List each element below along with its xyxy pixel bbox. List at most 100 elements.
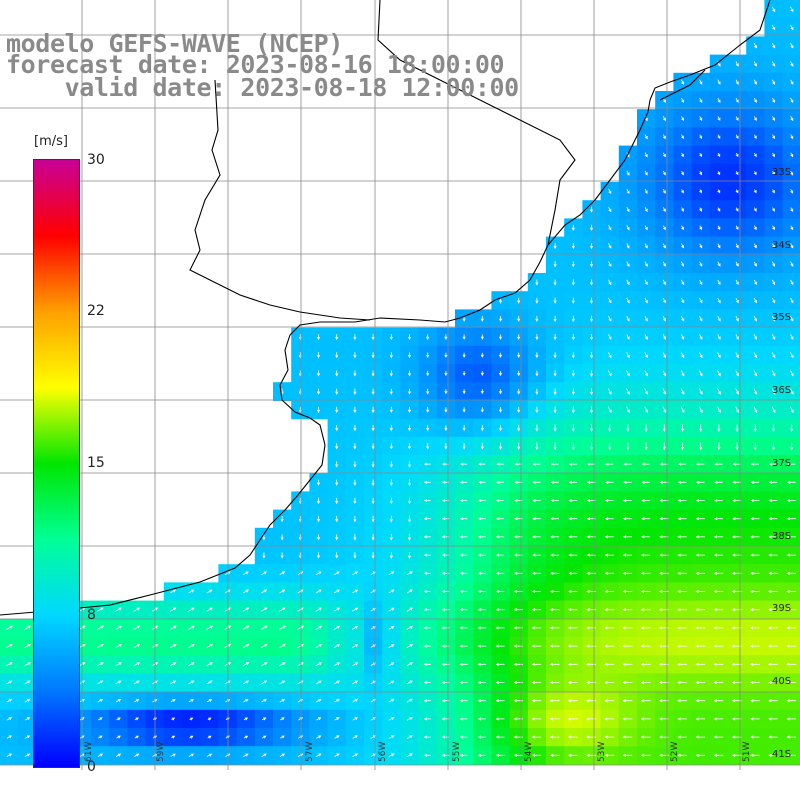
wind-speed-cell [127,673,147,693]
wind-arrow [717,97,721,103]
wind-arrow [640,626,651,630]
wind-arrow [680,424,685,432]
lon-label-61w: 61W [84,741,94,762]
wind-arrow [535,315,539,322]
wind-arrow [571,442,575,451]
wind-arrow [753,79,757,85]
wind-arrow [677,589,687,594]
wind-arrow [535,352,539,359]
wind-arrow [459,498,468,503]
wind-arrow [477,699,487,703]
wind-arrow [713,753,724,757]
wind-arrow [717,297,721,304]
wind-speed-cell [0,655,19,674]
wind-arrow [713,699,724,703]
wind-arrow [517,424,521,432]
wind-arrow [353,334,357,341]
wind-arrow [261,698,267,703]
wind-arrow [535,406,539,414]
wind-arrow [517,388,521,395]
wind-arrow [768,608,778,612]
wind-arrow [206,643,214,649]
wind-arrow [388,607,395,612]
wind-arrow [459,517,468,521]
wind-arrow [713,717,724,721]
wind-speed-cell [200,691,219,711]
wind-arrow [478,462,486,466]
wind-arrow [459,589,468,594]
wind-speed-cell [400,728,420,747]
wind-speed-cell [163,709,183,729]
wind-speed-cell [0,746,19,765]
wind-arrow [316,753,322,757]
wind-arrow [297,625,305,630]
wind-arrow [171,735,176,739]
wind-arrow [786,553,796,557]
wind-speed-cell [109,728,128,747]
wind-speed-cell [254,582,274,602]
wind-arrow [589,279,594,286]
wind-arrow [462,334,466,340]
wind-speed-cell [236,564,256,583]
wind-speed-cell [236,673,256,693]
wind-arrow [316,352,321,359]
wind-arrow [224,643,232,649]
wind-arrow [640,735,651,739]
wind-arrow [406,607,413,612]
wind-arrow [495,535,505,539]
wind-arrow [568,498,578,503]
wind-arrow [768,626,779,630]
wind-speed-cell [400,691,420,711]
wind-arrow [207,735,212,739]
wind-arrow [388,680,395,685]
wind-arrow [662,442,666,451]
lon-label-55w: 55W [452,741,462,762]
wind-arrow [786,644,797,648]
wind-arrow [389,534,393,541]
wind-arrow [699,134,703,140]
wind-arrow [24,644,32,649]
wind-arrow [626,352,630,359]
wind-arrow [586,626,596,630]
wind-speed-cell [182,600,201,620]
wind-arrow [535,370,539,377]
wind-arrow [589,370,594,377]
wind-arrow [607,406,612,414]
wind-arrow [677,608,687,612]
wind-arrow [423,680,431,685]
wind-arrow [768,571,778,575]
wind-speed-cell [782,254,800,274]
wind-speed-cell [364,691,383,711]
wind-arrow [640,571,651,575]
wind-arrow [389,497,393,505]
wind-arrow [567,644,578,648]
wind-arrow [513,735,523,739]
wind-arrow [97,607,104,612]
wind-arrow [535,297,539,304]
wind-arrow [388,698,395,703]
wind-speed-cell [782,200,800,219]
wind-speed-cell [182,673,201,693]
wind-arrow [189,717,194,721]
wind-arrow [680,279,685,286]
wind-arrow [735,152,739,158]
wind-speed-cell [127,728,147,747]
wind-speed-cell [182,582,201,602]
wind-arrow [735,334,739,340]
wind-arrow [605,480,614,484]
wind-speed-cell [236,600,256,620]
wind-arrow [407,497,412,505]
wind-speed-cell [782,218,800,238]
wind-arrow [786,608,797,612]
wind-arrow [5,625,13,630]
lat-label-40s: 40S [772,676,792,687]
wind-arrow [352,625,359,630]
wind-arrow [771,442,776,451]
wind-arrow [553,352,557,359]
wind-arrow [681,243,684,249]
wind-arrow [550,498,559,503]
wind-arrow [116,717,121,721]
wind-arrow [459,608,468,612]
lat-label-39s: 39S [772,603,792,614]
wind-arrow [753,442,757,451]
